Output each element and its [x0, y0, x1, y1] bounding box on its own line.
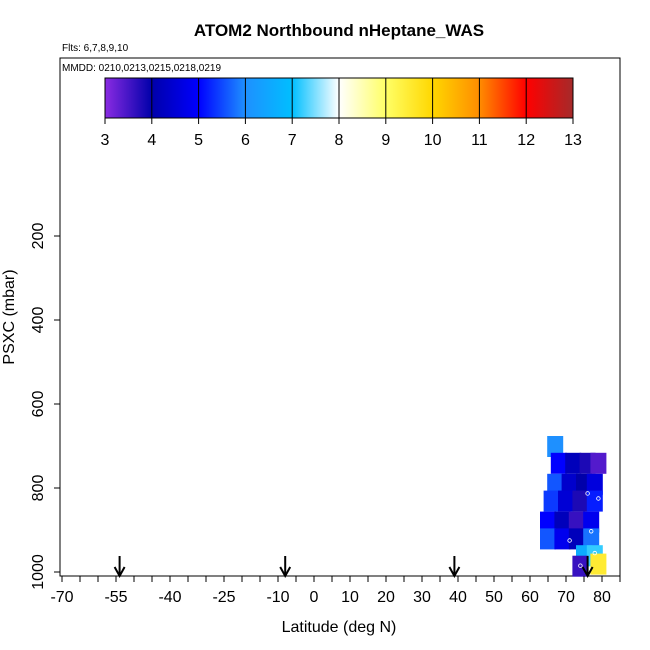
- colorbar-tick-label: 9: [381, 132, 390, 149]
- colorbar-tick-label: 7: [288, 132, 297, 149]
- flight-marker-arrow: [448, 556, 461, 579]
- colorbar-tick-label: 4: [147, 132, 156, 149]
- y-axis: 200 400 600 800 1000: [30, 223, 60, 590]
- x-tick-label: -70: [50, 589, 73, 606]
- colorbar-tick-label: 11: [471, 132, 488, 149]
- sample-point: [578, 563, 583, 568]
- sample-point: [567, 538, 572, 543]
- heatmap-cell: [568, 511, 585, 533]
- y-tick-label: 600: [30, 391, 47, 418]
- colorbar-tick-label: 5: [194, 132, 203, 149]
- flight-marker-arrow: [581, 556, 594, 579]
- sample-point: [585, 491, 590, 496]
- x-tick-label: 60: [521, 589, 539, 606]
- colorbar-tick-label: 6: [241, 132, 250, 149]
- x-tick-label: 0: [310, 589, 319, 606]
- plot-frame: [59, 57, 621, 577]
- heatmap-cell: [554, 511, 571, 533]
- sample-point: [571, 549, 576, 555]
- heatmap-cell: [572, 490, 589, 512]
- y-tick-label: 400: [30, 307, 47, 334]
- heatmap-cell: [586, 490, 603, 512]
- x-tick-label: 70: [557, 589, 575, 606]
- x-tick-label: 10: [341, 589, 359, 606]
- colorbar-tick-label: 8: [335, 132, 344, 149]
- colorbar: 3 4 5 6 7 8 9 10 11 12 13: [101, 77, 582, 149]
- flights-annotation: Flts: 6,7,8,9,10: [62, 43, 129, 54]
- colorbar-tick-label: 3: [101, 132, 110, 149]
- heatmap-cell: [540, 511, 556, 533]
- sample-point: [589, 529, 594, 534]
- y-tick-label: 200: [30, 223, 47, 250]
- x-tick-label: -25: [212, 589, 235, 606]
- x-tick-label: -40: [158, 589, 181, 606]
- heatmap-cell: [590, 553, 607, 575]
- x-axis-label: Latitude (deg N): [282, 619, 397, 636]
- y-axis-label: PSXC (mbar): [1, 269, 18, 364]
- x-tick-label: -10: [266, 589, 289, 606]
- heatmap-cell: [554, 528, 571, 550]
- heatmap-cell: [590, 452, 607, 474]
- heatmap-cell: [543, 490, 560, 512]
- sample-point: [542, 552, 547, 557]
- x-axis: -70 -55 -40 -25 -10 0 10 20 30 40 50 60 70 80: [50, 576, 621, 606]
- x-tick-label: 30: [413, 589, 431, 606]
- heatmap-cell: [550, 452, 567, 474]
- heatmap-cell: [565, 452, 582, 474]
- heatmap-cell: [568, 528, 585, 550]
- x-tick-label: 80: [593, 589, 611, 606]
- heatmap-cell: [586, 473, 603, 495]
- chart-title: ATOM2 Northbound nHeptane_WAS: [194, 21, 484, 40]
- heatmap-cell: [547, 436, 564, 457]
- y-tick-label: 800: [30, 475, 47, 502]
- colorbar-tick-label: 12: [517, 132, 535, 149]
- sample-point: [592, 550, 597, 556]
- sample-points: [542, 491, 601, 568]
- x-tick-label: 50: [485, 589, 503, 606]
- x-tick-label: -55: [104, 589, 127, 606]
- heatmap-cell: [583, 528, 600, 550]
- x-tick-label: 40: [449, 589, 467, 606]
- flight-marker-arrow: [279, 556, 292, 579]
- y-tick-label: 1000: [30, 554, 47, 590]
- heatmap-cell: [540, 528, 556, 550]
- colorbar-tick-label: 10: [424, 132, 442, 149]
- heatmap-cells: [540, 436, 607, 577]
- heatmap-cell: [558, 490, 574, 512]
- flight-marker-arrow: [113, 556, 126, 579]
- colorbar-tick-label: 13: [564, 132, 582, 149]
- heatmap-cell: [547, 473, 564, 495]
- flight-markers: [113, 556, 594, 579]
- heatmap-cell: [583, 511, 600, 533]
- sample-point: [596, 496, 601, 501]
- dates-annotation: MMDD: 0210,0213,0215,0218,0219: [62, 63, 221, 74]
- x-tick-label: 20: [377, 589, 395, 606]
- heatmap-cell: [561, 473, 578, 495]
